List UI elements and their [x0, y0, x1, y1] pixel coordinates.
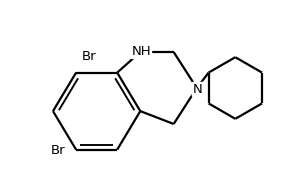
Text: N: N	[193, 83, 202, 96]
Text: Br: Br	[51, 144, 66, 158]
Text: Br: Br	[82, 50, 96, 63]
Text: NH: NH	[131, 45, 151, 58]
